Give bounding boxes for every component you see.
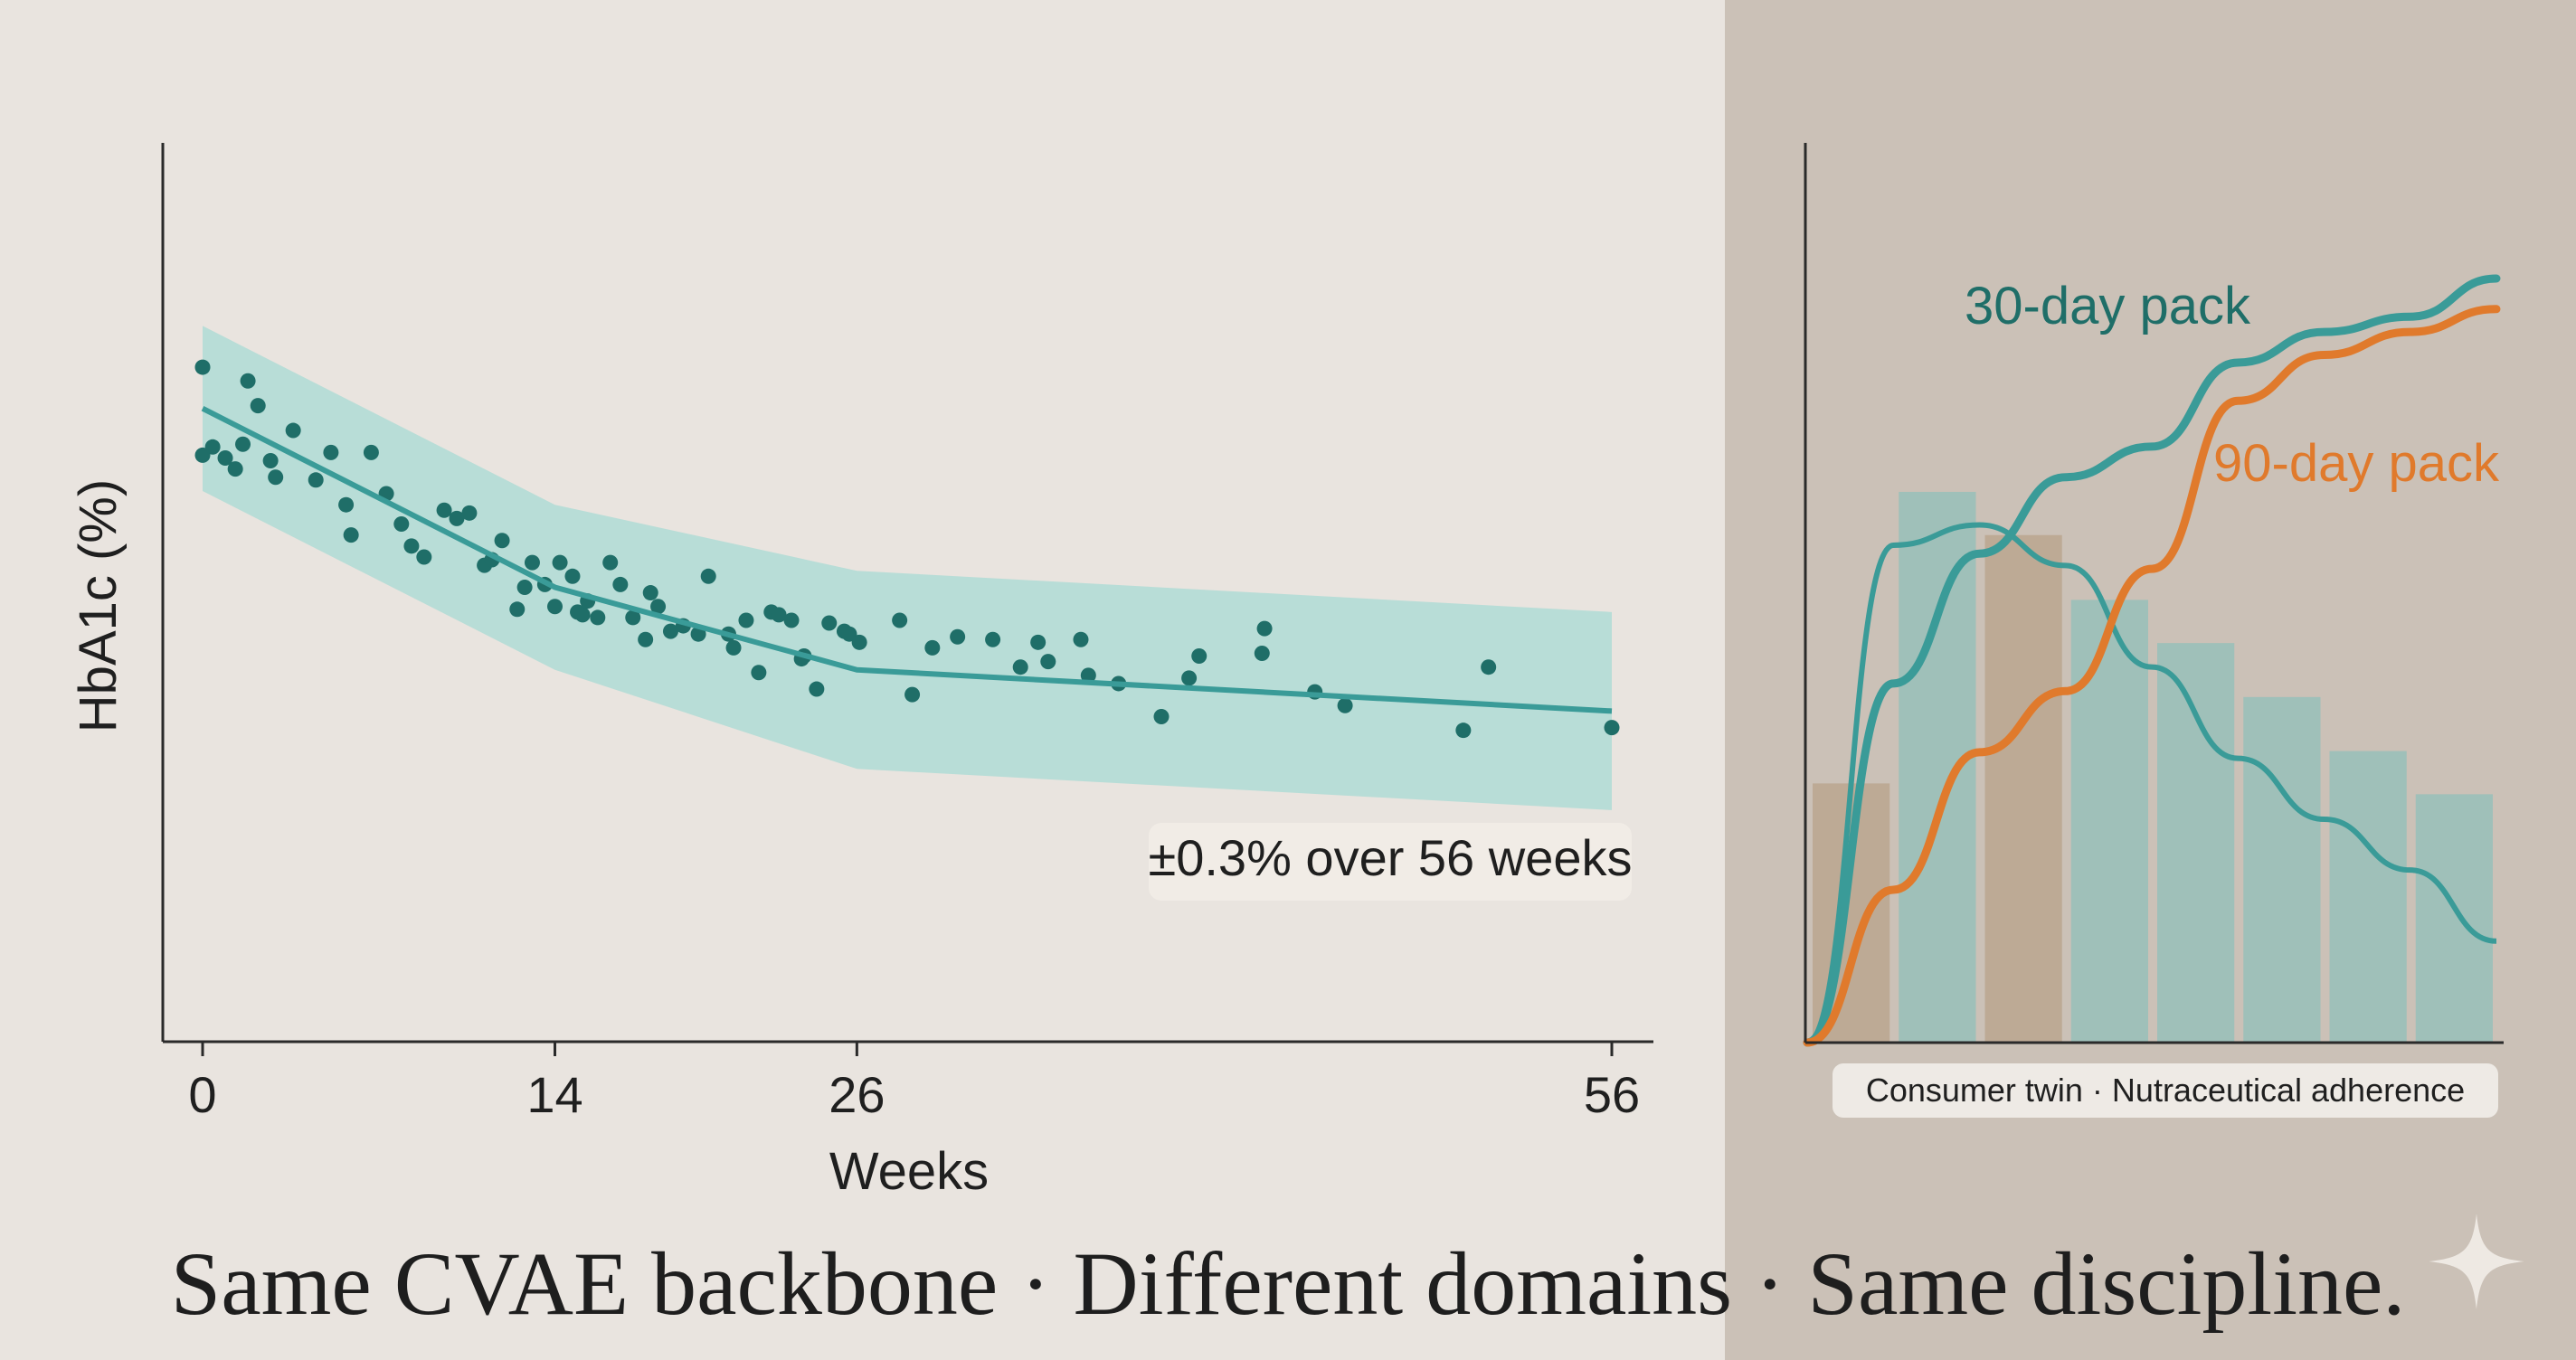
data-point <box>1337 697 1353 713</box>
data-point <box>494 533 510 549</box>
data-point <box>985 631 1001 647</box>
data-point <box>612 576 629 592</box>
data-point <box>725 639 742 656</box>
histogram-bar <box>1899 491 1976 1043</box>
data-point <box>783 612 800 628</box>
data-point <box>1455 722 1472 739</box>
chart-title: Consumer twin · Nutraceutical adherence <box>1866 1072 2465 1109</box>
data-point <box>403 538 420 554</box>
x-tick-label: 14 <box>526 1066 582 1123</box>
data-point <box>547 599 563 615</box>
data-point <box>524 554 540 571</box>
data-point <box>590 609 606 626</box>
data-point <box>1080 667 1096 684</box>
data-point <box>552 554 568 571</box>
series-line-30-day <box>1803 274 2501 1047</box>
x-tick-label: 56 <box>1584 1066 1640 1123</box>
data-point <box>924 639 941 656</box>
data-point <box>1073 631 1089 647</box>
hba1c-chart: 0 14 26 56 Weeks HbA1c (%) ±0.3% over 56 weeks <box>69 143 1653 1201</box>
trend-line <box>201 406 1613 714</box>
data-point <box>194 359 211 375</box>
adherence-chart: 30-day pack 90-day pack Consumer twin · Nu… <box>1803 143 2504 1118</box>
x-axis-title: Weeks <box>829 1142 989 1201</box>
histogram-bar <box>1984 534 2062 1043</box>
data-point <box>250 398 266 414</box>
data-point <box>892 612 908 628</box>
data-point <box>1191 648 1208 665</box>
data-point <box>638 631 654 647</box>
data-point <box>1181 670 1198 686</box>
x-tick-label: 0 <box>188 1066 216 1123</box>
data-point <box>1153 708 1170 724</box>
series-label-30-day: 30-day pack <box>1965 277 2251 335</box>
annotation-text: ±0.3% over 56 weeks <box>1148 829 1632 886</box>
data-point <box>738 612 754 628</box>
data-point <box>821 615 838 631</box>
data-point <box>625 609 641 626</box>
data-point <box>268 469 284 486</box>
data-point <box>516 579 533 595</box>
data-point <box>343 527 359 543</box>
confidence-band <box>203 326 1612 810</box>
histogram-bar <box>2243 696 2321 1043</box>
data-point <box>1040 654 1056 670</box>
data-point <box>1256 620 1273 637</box>
data-point <box>461 505 478 521</box>
data-point <box>751 665 767 681</box>
data-point <box>338 496 355 513</box>
series-label-90-day: 90-day pack <box>2213 434 2500 493</box>
data-point <box>449 510 465 526</box>
annotation-box <box>1149 823 1632 901</box>
data-point <box>204 439 221 455</box>
data-point <box>564 568 581 584</box>
data-point <box>235 436 251 452</box>
data-point <box>227 461 243 477</box>
data-point <box>217 449 233 466</box>
data-point <box>509 601 526 618</box>
data-point <box>240 373 256 389</box>
data-point <box>771 607 787 623</box>
data-point <box>285 422 301 439</box>
sparkle-icon <box>2429 1214 2524 1309</box>
data-point <box>1481 659 1497 675</box>
density-curve <box>1805 522 2497 1045</box>
series-line-90-day <box>1803 305 2501 1047</box>
data-point <box>436 502 452 518</box>
data-point <box>308 472 324 488</box>
data-point <box>1604 720 1620 736</box>
data-point <box>700 568 716 584</box>
data-point <box>1254 645 1270 661</box>
caption: Same CVAE backbone · Different domains ·… <box>170 1233 2406 1334</box>
data-point <box>662 623 678 639</box>
data-point <box>809 681 825 697</box>
data-point <box>416 549 432 565</box>
data-point <box>851 634 867 650</box>
data-point <box>1030 634 1046 650</box>
data-point <box>574 607 591 623</box>
data-point <box>1012 659 1028 675</box>
histogram-bar <box>2329 751 2407 1043</box>
data-point <box>262 453 279 469</box>
chart-title-box <box>1833 1063 2498 1118</box>
histogram-bar <box>2070 600 2148 1043</box>
data-point <box>393 515 410 532</box>
y-axis-title: HbA1c (%) <box>69 479 128 732</box>
right-panel-background <box>1725 0 2576 1360</box>
data-point <box>642 585 658 601</box>
data-point <box>950 628 966 645</box>
data-point <box>363 444 379 460</box>
data-point <box>904 686 921 703</box>
x-tick-label: 26 <box>829 1066 885 1123</box>
data-point <box>602 554 619 571</box>
histogram-bar <box>2415 794 2493 1043</box>
histogram-bar <box>2157 643 2235 1043</box>
data-point <box>650 599 667 615</box>
data-point <box>323 444 339 460</box>
